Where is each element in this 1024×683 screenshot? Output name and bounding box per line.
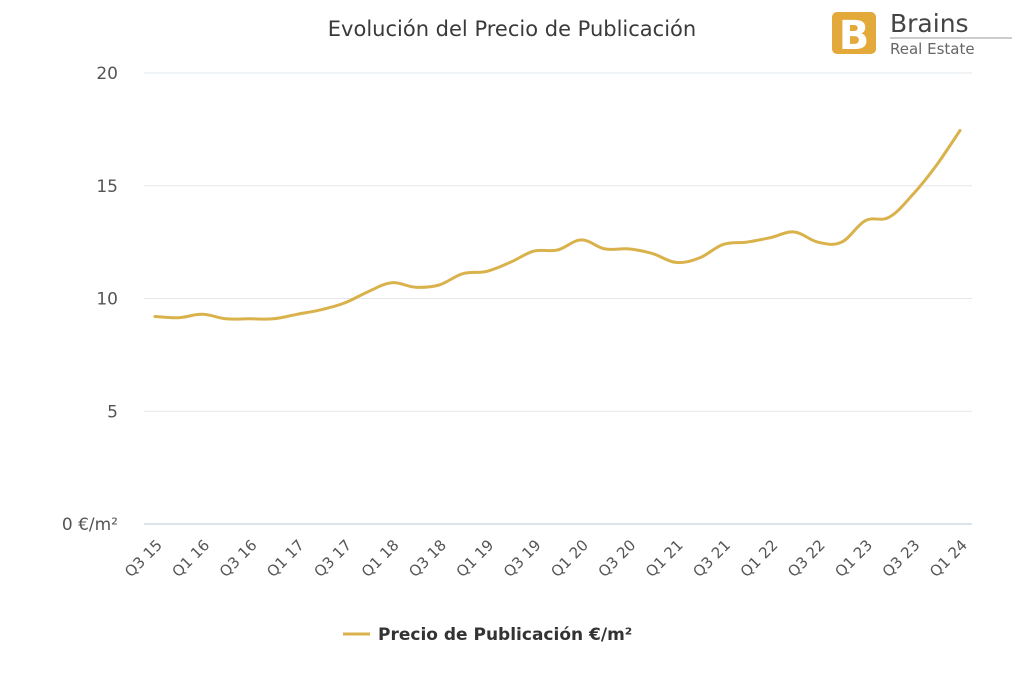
grid-lines bbox=[144, 72, 972, 525]
x-tick-label: Q1 16 bbox=[168, 536, 213, 581]
x-tick-label: Q3 21 bbox=[689, 536, 734, 581]
x-tick-label: Q3 23 bbox=[879, 536, 924, 581]
x-tick-label: Q3 17 bbox=[311, 536, 356, 581]
legend[interactable]: Precio de Publicación €/m² bbox=[343, 625, 632, 645]
logo-badge-icon bbox=[832, 12, 876, 54]
y-tick-label: 15 bbox=[96, 177, 118, 197]
logo-brand-name: Brains bbox=[890, 9, 969, 38]
x-tick-label: Q3 22 bbox=[784, 536, 829, 581]
y-axis-ticks: 0 €/m² 5 10 15 20 bbox=[62, 64, 118, 535]
x-tick-label: Q1 22 bbox=[737, 536, 782, 581]
x-tick-label: Q1 23 bbox=[831, 536, 876, 581]
y-tick-label: 5 bbox=[107, 402, 118, 422]
logo-letter: B bbox=[839, 13, 870, 59]
x-tick-label: Q3 19 bbox=[500, 536, 545, 581]
x-tick-label: Q1 17 bbox=[263, 536, 308, 581]
x-tick-label: Q1 18 bbox=[358, 536, 403, 581]
x-tick-label: Q3 16 bbox=[216, 536, 261, 581]
x-tick-label: Q3 15 bbox=[121, 536, 166, 581]
legend-label: Precio de Publicación €/m² bbox=[378, 625, 632, 645]
y-tick-label: 0 €/m² bbox=[62, 515, 118, 535]
series-line-precio bbox=[153, 129, 962, 321]
x-tick-label: Q1 20 bbox=[547, 536, 592, 581]
x-tick-label: Q1 21 bbox=[642, 536, 687, 581]
y-tick-label: 20 bbox=[96, 64, 118, 84]
x-tick-label: Q1 19 bbox=[453, 536, 498, 581]
x-tick-label: Q1 24 bbox=[926, 536, 971, 581]
y-tick-label: 10 bbox=[96, 290, 118, 310]
brand-logo: B Brains Real Estate bbox=[832, 9, 1012, 59]
logo-sub-name: Real Estate bbox=[890, 40, 975, 58]
x-axis-ticks: Q3 15 Q1 16 Q3 16 Q1 17 Q3 17 Q1 18 Q3 18 Q1 19… bbox=[121, 536, 971, 581]
x-tick-label: Q3 20 bbox=[595, 536, 640, 581]
chart-title: Evolución del Precio de Publicación bbox=[328, 17, 696, 41]
x-tick-label: Q3 18 bbox=[405, 536, 450, 581]
